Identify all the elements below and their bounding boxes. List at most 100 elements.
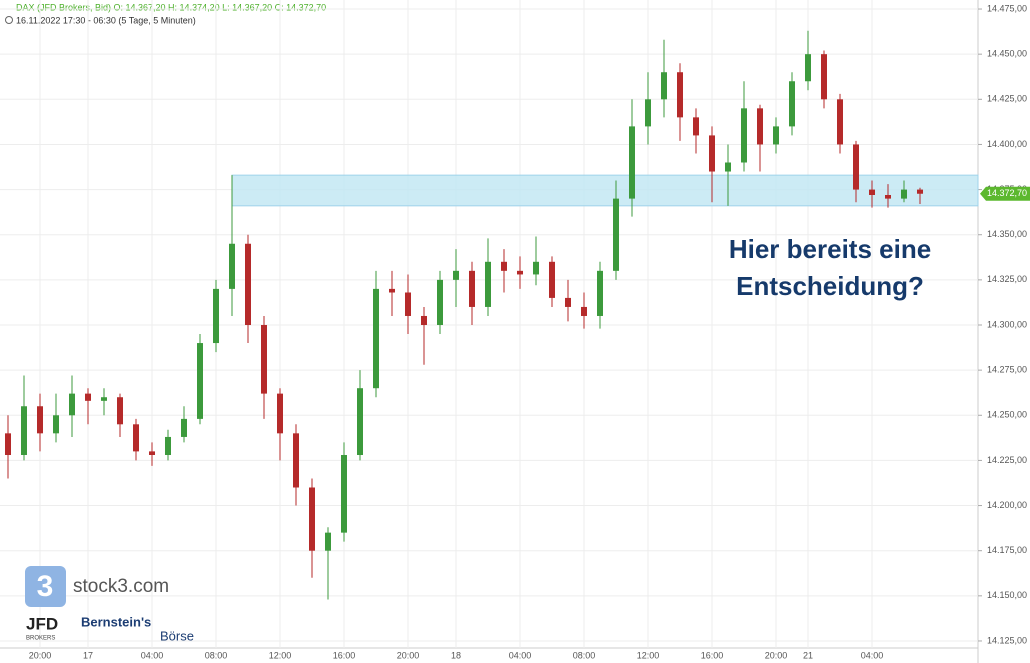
x-tick-label: 04:00 bbox=[141, 650, 164, 660]
y-tick-label: 14.150,00 bbox=[987, 590, 1027, 600]
x-tick-label: 21 bbox=[803, 650, 813, 660]
candle-body bbox=[821, 54, 827, 100]
candle-body bbox=[661, 72, 667, 100]
candle-body bbox=[293, 433, 299, 488]
candle-body bbox=[597, 270, 603, 316]
candle-body bbox=[5, 433, 11, 455]
candle-body bbox=[373, 288, 379, 389]
candle-body bbox=[837, 99, 843, 145]
x-tick-label: 04:00 bbox=[861, 650, 884, 660]
x-tick-label: 08:00 bbox=[573, 650, 596, 660]
candle-body bbox=[613, 198, 619, 271]
candle-body bbox=[629, 126, 635, 199]
candle-body bbox=[197, 343, 203, 419]
candle-body bbox=[341, 455, 347, 533]
candle-body bbox=[245, 243, 251, 325]
annotation: Hier bereits eine bbox=[729, 234, 931, 264]
candle-body bbox=[37, 406, 43, 434]
broker-logo: JFD bbox=[26, 614, 58, 633]
candle-body bbox=[485, 261, 491, 307]
x-tick-label: 08:00 bbox=[205, 650, 228, 660]
candle-body bbox=[517, 270, 523, 275]
candle-body bbox=[533, 261, 539, 275]
candle-body bbox=[69, 393, 75, 416]
partner-sub: Börse bbox=[160, 628, 194, 643]
last-price-marker bbox=[980, 186, 1030, 201]
candle-body bbox=[325, 532, 331, 551]
candle-body bbox=[117, 397, 123, 425]
candle-body bbox=[773, 126, 779, 145]
candle-body bbox=[725, 162, 731, 172]
candle-body bbox=[677, 72, 683, 118]
candle-body bbox=[261, 325, 267, 394]
candle-body bbox=[709, 135, 715, 172]
candle-body bbox=[149, 451, 155, 455]
candle-body bbox=[901, 189, 907, 199]
candle-body bbox=[421, 315, 427, 325]
candle-body bbox=[885, 195, 891, 199]
y-tick-label: 14.200,00 bbox=[987, 500, 1027, 510]
candle-body bbox=[501, 261, 507, 271]
logo-icon bbox=[25, 566, 66, 607]
candle-body bbox=[85, 393, 91, 401]
annotation: Entscheidung? bbox=[736, 271, 924, 301]
x-tick-label: 16:00 bbox=[701, 650, 724, 660]
y-tick-label: 14.400,00 bbox=[987, 139, 1027, 149]
zone bbox=[231, 174, 979, 207]
candle-body bbox=[357, 388, 363, 455]
y-tick-label: 14.275,00 bbox=[987, 365, 1027, 375]
candle-body bbox=[789, 81, 795, 127]
chart-title: DAX (JFD Brokers, Bid) O: 14.367,20 H: 1… bbox=[16, 2, 326, 12]
candle-body bbox=[405, 292, 411, 316]
y-tick-label: 14.300,00 bbox=[987, 319, 1027, 329]
x-tick-label: 20:00 bbox=[765, 650, 788, 660]
x-tick-label: 12:00 bbox=[637, 650, 660, 660]
clock-icon bbox=[5, 16, 13, 24]
candle-body bbox=[741, 108, 747, 163]
candle-body bbox=[229, 243, 235, 289]
candle-body bbox=[181, 418, 187, 437]
x-tick-label: 16:00 bbox=[333, 650, 356, 660]
logo-text: stock3.com bbox=[73, 576, 169, 597]
candle-body bbox=[581, 306, 587, 316]
y-tick-label: 14.425,00 bbox=[987, 94, 1027, 104]
candle-body bbox=[165, 436, 171, 455]
candle-body bbox=[309, 487, 315, 551]
candle-body bbox=[805, 54, 811, 82]
candle-body bbox=[277, 393, 283, 434]
broker-sub: BROKERS bbox=[26, 636, 55, 642]
logo-icon-text: 3 bbox=[37, 570, 54, 603]
y-tick-label: 14.125,00 bbox=[987, 635, 1027, 645]
candle-body bbox=[213, 288, 219, 344]
candle-body bbox=[549, 261, 555, 298]
x-tick-label: 04:00 bbox=[509, 650, 532, 660]
y-tick-label: 14.475,00 bbox=[987, 3, 1027, 13]
y-tick-label: 14.250,00 bbox=[987, 410, 1027, 420]
partner-logo: Bernstein's bbox=[81, 614, 151, 629]
candle-body bbox=[453, 270, 459, 280]
x-tick-label: 20:00 bbox=[397, 650, 420, 660]
candle-body bbox=[469, 270, 475, 307]
y-tick-label: 14.225,00 bbox=[987, 455, 1027, 465]
y-tick-label: 14.350,00 bbox=[987, 229, 1027, 239]
candle-body bbox=[693, 117, 699, 136]
last-price-label: 14.372,70 bbox=[987, 188, 1027, 198]
candle-body bbox=[853, 144, 859, 190]
candle-body bbox=[101, 397, 107, 401]
candle-body bbox=[21, 406, 27, 455]
y-tick-label: 14.325,00 bbox=[987, 274, 1027, 284]
y-tick-label: 14.175,00 bbox=[987, 545, 1027, 555]
candle-body bbox=[869, 189, 875, 195]
candle-body bbox=[437, 279, 443, 325]
x-tick-label: 20:00 bbox=[29, 650, 52, 660]
candle-body bbox=[53, 415, 59, 434]
x-tick-label: 17 bbox=[83, 650, 93, 660]
chart-subtitle: 16.11.2022 17:30 - 06:30 (5 Tage, 5 Minu… bbox=[16, 15, 196, 25]
candle-body bbox=[565, 297, 571, 307]
x-tick-label: 12:00 bbox=[269, 650, 292, 660]
candle-body bbox=[133, 424, 139, 452]
x-tick-label: 18 bbox=[451, 650, 461, 660]
candle-body bbox=[645, 99, 651, 127]
